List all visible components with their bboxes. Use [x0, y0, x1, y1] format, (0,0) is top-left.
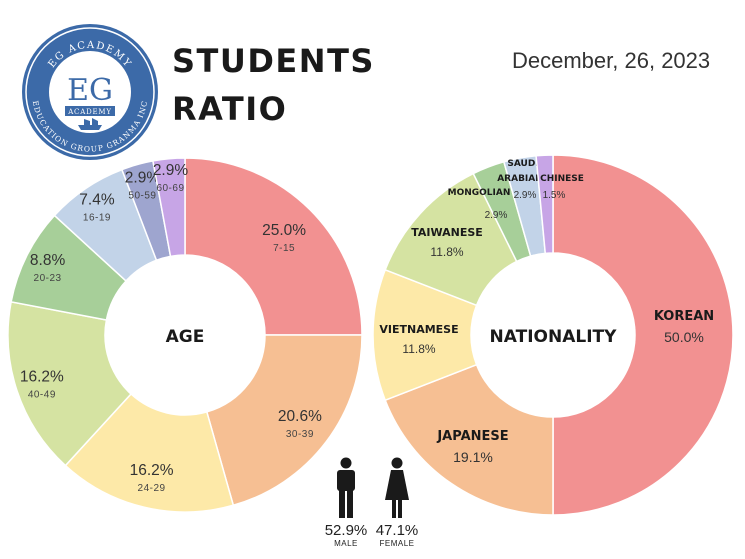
female-icon	[385, 457, 409, 518]
slice-chinese	[535, 154, 554, 255]
slice-label-japanese: JAPANESE	[436, 429, 508, 444]
male-label: MALE	[334, 539, 358, 548]
slice-label-40-49: 40-49	[28, 390, 56, 401]
slice-value-16-19: 7.4%	[79, 191, 115, 208]
slice-label-50-59: 50-59	[128, 190, 156, 201]
slice-label-7-15: 7-15	[273, 243, 295, 254]
female-label: FEMALE	[379, 539, 415, 548]
eg-academy-logo: EG ACADEMY EDUCATION GROUP GRANMA INC EG…	[22, 24, 158, 160]
slice-value-mongolian: 2.9%	[485, 210, 508, 221]
page-title-line2: RATIO	[172, 90, 288, 128]
slice-label-korean: KOREAN	[654, 309, 714, 324]
logo-mark: EG	[67, 73, 113, 108]
slice-label-mongolian: MONGOLIAN	[448, 188, 511, 198]
slice-value-20-23: 8.8%	[30, 252, 66, 269]
ship-icon	[78, 118, 102, 130]
chart-center-label: NATIONALITY	[490, 327, 618, 347]
slice-label-24-29: 24-29	[138, 483, 166, 494]
slice-value-30-39: 20.6%	[278, 408, 322, 425]
slice-korean	[552, 154, 734, 516]
slice-value-taiwanese: 11.8%	[430, 245, 463, 259]
slice-30-39	[205, 334, 363, 507]
slice-value-60-69: 2.9%	[153, 162, 189, 179]
slice-label-taiwanese: TAIWANESE	[411, 226, 483, 239]
slice-label-vietnamese: VIETNAMESE	[379, 323, 458, 336]
male-percent: 52.9%	[324, 522, 368, 539]
slice-value-vietnamese: 11.8%	[402, 342, 435, 356]
slice-value-24-29: 16.2%	[130, 462, 174, 479]
slice-value-50-59: 2.9%	[125, 169, 161, 186]
male-stat: 52.9% MALE	[318, 522, 374, 548]
slice-24-29	[64, 392, 235, 513]
nationality-donut-chart: KOREAN 50.0% JAPANESE 19.1% VIETNAMESE 11.8% T…	[372, 154, 734, 516]
slice-value-40-49: 16.2%	[20, 369, 64, 386]
logo-sub-text: ACADEMY	[67, 108, 112, 116]
slice-40-49	[7, 300, 133, 467]
male-icon	[337, 457, 355, 518]
slice-label-20-23: 20-23	[34, 273, 62, 284]
page-title-line1: STUDENTS	[172, 42, 375, 80]
slice-value-saudi-arabian: 2.9%	[514, 190, 537, 201]
slice-value-chinese: 1.5%	[543, 190, 566, 201]
slice-value-korean: 50.0%	[664, 329, 704, 345]
slice-value-japanese: 19.1%	[453, 449, 493, 465]
gender-icons	[337, 457, 409, 518]
slice-60-69	[152, 157, 186, 258]
slice-label-16-19: 16-19	[83, 212, 111, 223]
slice-label-saudi-arabian-line2: ARABIAN	[497, 174, 543, 184]
slice-label-saudi-arabian-line1: SAUDI	[507, 159, 538, 169]
chart-center-label: AGE	[166, 327, 205, 347]
slice-label-60-69: 60-69	[156, 183, 184, 194]
slice-label-chinese: CHINESE	[540, 174, 584, 184]
report-date: December, 26, 2023	[512, 48, 711, 73]
female-percent: 47.1%	[375, 522, 419, 539]
slice-label-30-39: 30-39	[286, 429, 314, 440]
slice-7-15	[184, 157, 363, 336]
slice-value-7-15: 25.0%	[262, 222, 306, 239]
female-stat: 47.1% FEMALE	[371, 522, 423, 548]
slice-japanese	[384, 363, 554, 516]
age-donut-chart: 25.0% 7-15 20.6% 30-39 16.2% 24-29 16.2% 40-49 8…	[7, 157, 363, 513]
